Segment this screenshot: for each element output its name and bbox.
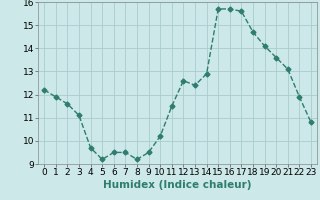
X-axis label: Humidex (Indice chaleur): Humidex (Indice chaleur)	[103, 180, 252, 190]
